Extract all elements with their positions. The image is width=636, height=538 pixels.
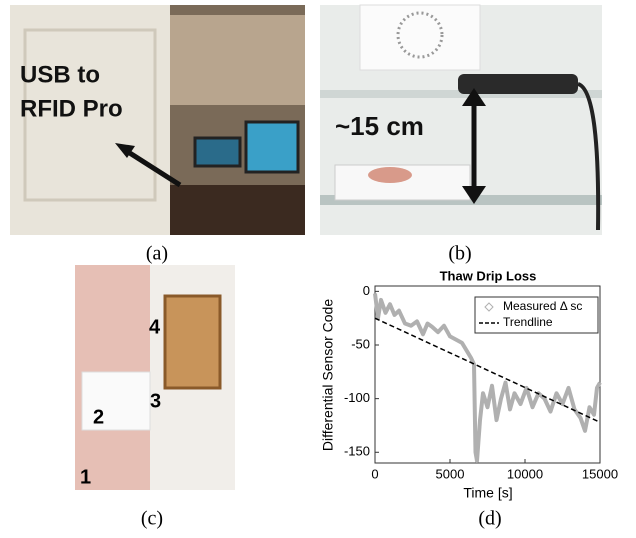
caption: (c) [141,508,163,530]
caption: (a) [146,243,168,265]
y-tick-label: -50 [351,336,370,351]
x-tick-label: 10000 [507,466,543,481]
legend-label: Trendline [503,315,553,329]
y-tick-label: -150 [344,444,370,459]
photo-c [75,265,235,490]
x-axis-label: Time [s] [463,485,512,501]
x-tick-label: 15000 [582,466,618,481]
label: 1 [80,466,91,488]
y-axis-label: Differential Sensor Code [320,299,336,451]
label: 3 [150,390,161,412]
label: 4 [149,316,161,338]
x-tick-label: 5000 [436,466,465,481]
annotation: RFID Pro [20,95,123,122]
figure: USB to RFID Pro (a) ~15 cm (b) 1 2 3 4 (… [0,0,636,533]
legend-label: Measured Δ sc [503,299,582,313]
x-tick-label: 0 [371,466,378,481]
y-tick-label: -100 [344,390,370,405]
label: 2 [93,406,104,428]
caption: (d) [478,508,501,530]
chart-title: Thaw Drip Loss [440,268,537,283]
annotation: USB to [20,61,100,88]
annotation: ~15 cm [335,111,424,141]
y-tick-label: 0 [363,283,370,298]
caption: (b) [448,243,471,265]
